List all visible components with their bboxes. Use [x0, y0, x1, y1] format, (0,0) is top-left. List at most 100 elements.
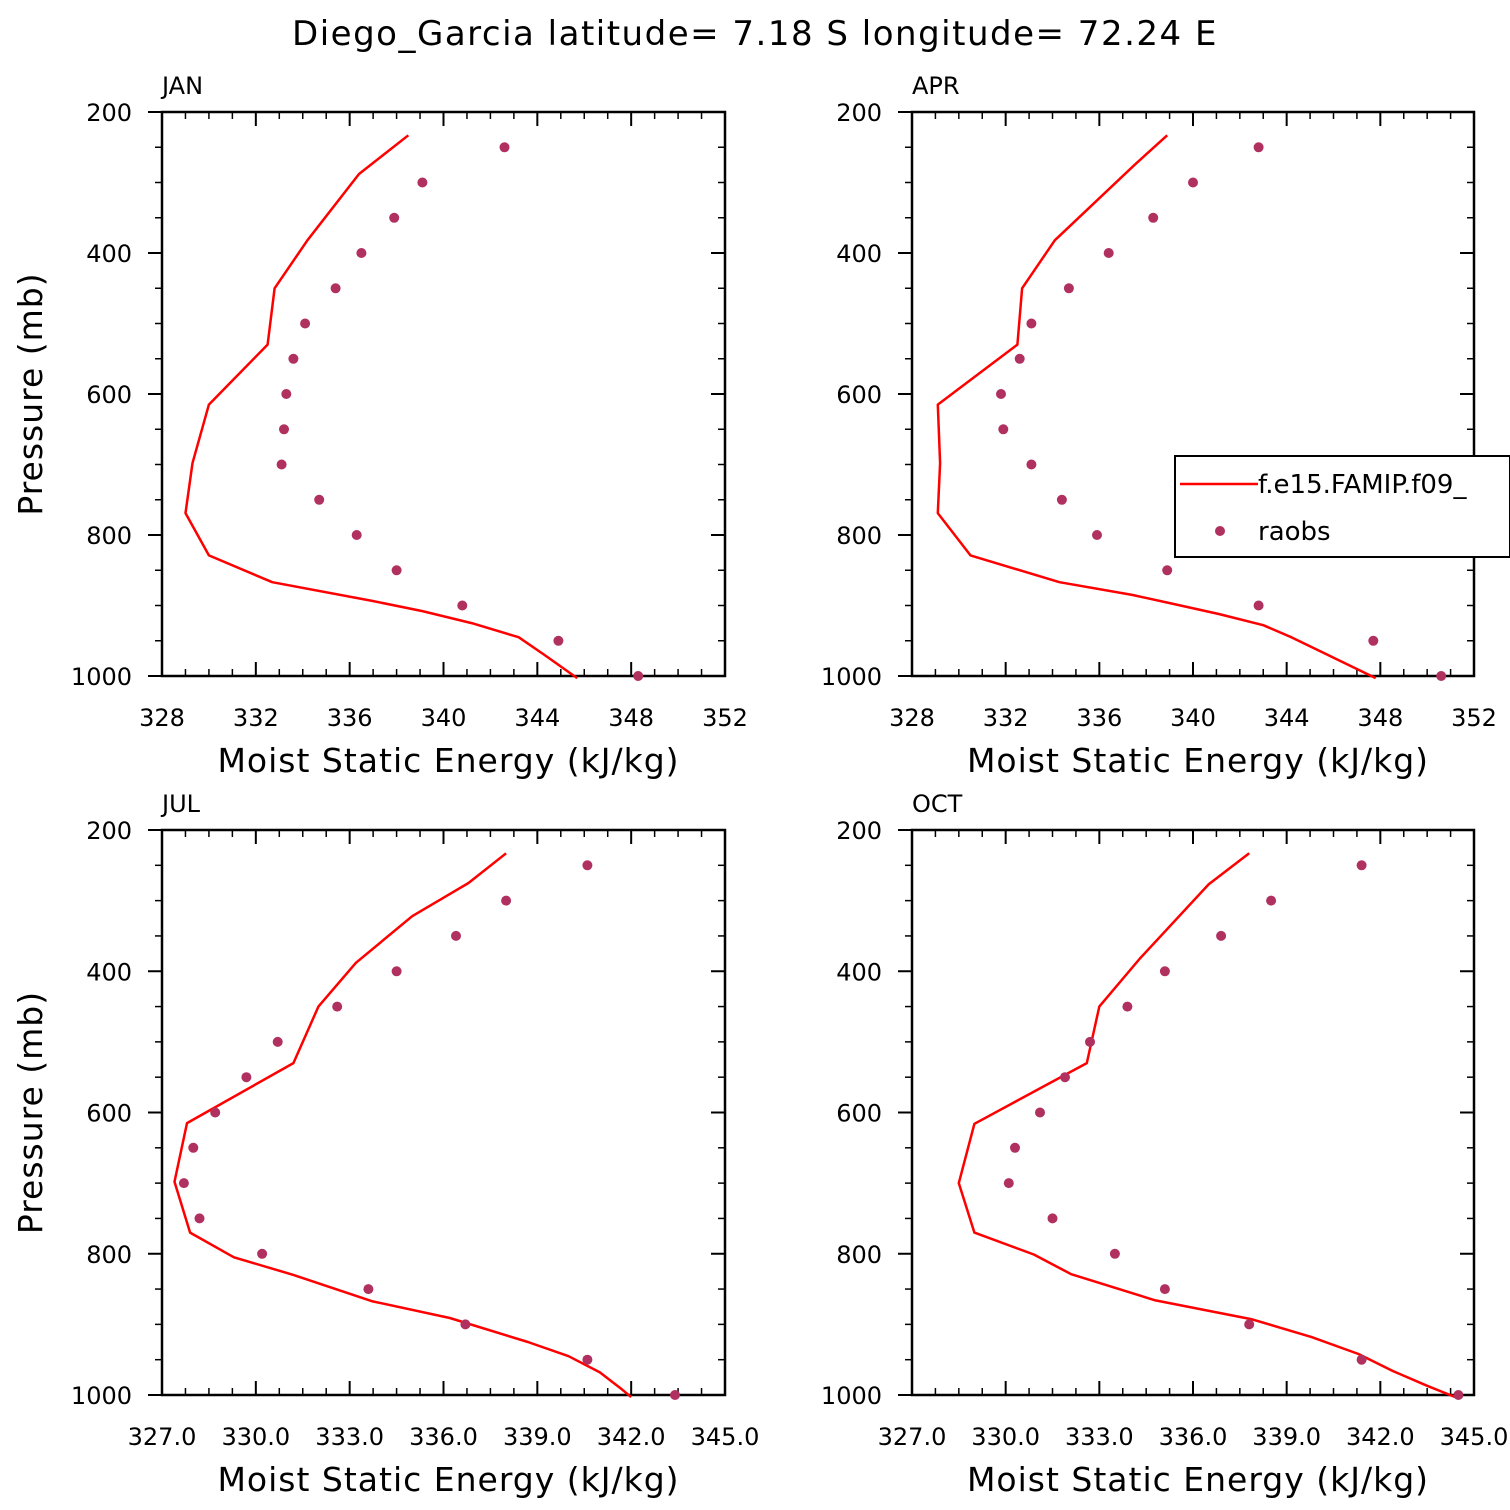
- raobs-point: [1368, 635, 1379, 646]
- raobs-point: [257, 1248, 268, 1259]
- panel-apr: 328 332 336 340 344 348 352 200 400 600 800 1000 APR…: [821, 72, 1497, 780]
- raobs-point: [1244, 1319, 1255, 1330]
- raobs-point: [1063, 283, 1074, 294]
- legend-model-label: f.e15.FAMIP.f09_: [1258, 470, 1467, 500]
- raobs-point: [633, 671, 644, 681]
- raobs-point: [1436, 671, 1447, 681]
- raobs-point: [276, 459, 287, 470]
- raobs-point: [194, 1213, 205, 1224]
- raobs-point: [451, 930, 461, 941]
- y-tick-label: 200: [86, 817, 132, 845]
- panel-title: JUL: [160, 790, 201, 818]
- y-tick-label: 600: [836, 1100, 882, 1128]
- y-tick-label: 200: [836, 817, 882, 845]
- x-axis-label: Moist Static Energy (kJ/kg): [217, 741, 679, 780]
- legend-box: [1174, 455, 1510, 558]
- y-tick-label: 400: [836, 958, 882, 986]
- raobs-point: [553, 635, 564, 646]
- raobs-point: [279, 424, 289, 435]
- x-tick-label: 327.0: [128, 1423, 197, 1451]
- x-tick-label: 336: [1076, 704, 1122, 732]
- y-axis-label: Pressure (mb): [11, 991, 50, 1234]
- x-axis-label: Moist Static Energy (kJ/kg): [967, 741, 1429, 780]
- panels: 328 332 336 340 344 348 352 200 400 600 800 1000 JAN…: [11, 72, 1508, 1499]
- raobs-point: [332, 1001, 343, 1012]
- plot-frame: [160, 828, 727, 1397]
- model-profile-line: [957, 852, 1456, 1399]
- x-tick-label: 340: [1170, 704, 1216, 732]
- raobs-point: [460, 1319, 471, 1330]
- x-tick-label: 328: [889, 704, 935, 732]
- raobs-point: [1010, 1142, 1020, 1153]
- x-tick-label: 327.0: [878, 1423, 947, 1451]
- raobs-point: [363, 1284, 374, 1295]
- x-tick-label: 332: [983, 704, 1029, 732]
- y-tick-label: 600: [86, 1100, 132, 1128]
- raobs-point: [1014, 353, 1025, 364]
- raobs-point: [1356, 860, 1367, 871]
- raobs-point: [501, 895, 512, 906]
- x-tick-label: 344: [514, 704, 560, 732]
- raobs-point: [1092, 530, 1102, 540]
- x-tick-label: 336.0: [409, 1423, 478, 1451]
- raobs-point: [1122, 1001, 1133, 1012]
- y-tick-label: 1000: [821, 1382, 882, 1410]
- raobs-point: [582, 1354, 593, 1365]
- raobs-point: [582, 860, 593, 871]
- raobs-point: [351, 530, 362, 540]
- x-tick-label: 330.0: [221, 1423, 290, 1451]
- x-tick-label: 352: [702, 704, 748, 732]
- raobs-point: [1159, 1284, 1170, 1295]
- x-tick-label: 345.0: [691, 1423, 760, 1451]
- raobs-point: [1103, 248, 1114, 258]
- y-tick-label: 800: [836, 1241, 882, 1269]
- raobs-point: [1026, 459, 1037, 470]
- raobs-point: [1216, 930, 1227, 941]
- y-tick-label: 1000: [71, 663, 132, 691]
- raobs-point: [389, 212, 400, 223]
- y-tick-label: 400: [836, 240, 882, 268]
- x-axis-label: Moist Static Energy (kJ/kg): [217, 1460, 679, 1499]
- raobs-point: [210, 1107, 221, 1118]
- raobs-point: [1266, 895, 1277, 906]
- raobs-point: [996, 389, 1006, 399]
- panel-jan: 328 332 336 340 344 348 352 200 400 600 800 1000 JAN…: [11, 72, 748, 780]
- plot-frame: [160, 110, 727, 678]
- raobs-point: [391, 966, 402, 977]
- raobs-point: [1085, 1036, 1095, 1047]
- y-tick-label: 600: [836, 381, 882, 409]
- raobs-point: [1162, 565, 1173, 576]
- raobs-point: [1453, 1390, 1464, 1400]
- raobs-point: [1035, 1107, 1045, 1118]
- x-tick-label: 330.0: [971, 1423, 1040, 1451]
- x-tick-label: 336: [327, 704, 373, 732]
- x-tick-label: 336.0: [1159, 1423, 1228, 1451]
- model-profile-line: [184, 134, 578, 680]
- raobs-point: [1188, 177, 1198, 188]
- x-tick-label: 332: [233, 704, 279, 732]
- y-tick-label: 800: [86, 1241, 132, 1269]
- raobs-point: [1356, 1354, 1367, 1365]
- raobs-point: [356, 248, 367, 258]
- raobs-point: [1026, 318, 1037, 329]
- raobs-point: [417, 177, 428, 188]
- x-tick-label: 339.0: [503, 1423, 572, 1451]
- x-tick-label: 328: [139, 704, 185, 732]
- x-tick-label: 333.0: [315, 1423, 384, 1451]
- raobs-point: [241, 1072, 252, 1083]
- raobs-point: [1253, 600, 1264, 611]
- legend-obs-label: raobs: [1258, 517, 1331, 547]
- raobs-point: [1159, 966, 1170, 977]
- raobs-point: [457, 600, 468, 611]
- panel-title: OCT: [912, 790, 963, 818]
- raobs-point: [499, 142, 510, 153]
- raobs-point: [178, 1178, 189, 1189]
- x-axis-label: Moist Static Energy (kJ/kg): [967, 1460, 1429, 1499]
- x-tick-label: 352: [1451, 704, 1497, 732]
- raobs-point: [1109, 1248, 1120, 1259]
- panel-title: JAN: [160, 72, 203, 100]
- raobs-point: [998, 424, 1009, 435]
- raobs-point: [314, 494, 325, 505]
- raobs-point: [1047, 1213, 1058, 1224]
